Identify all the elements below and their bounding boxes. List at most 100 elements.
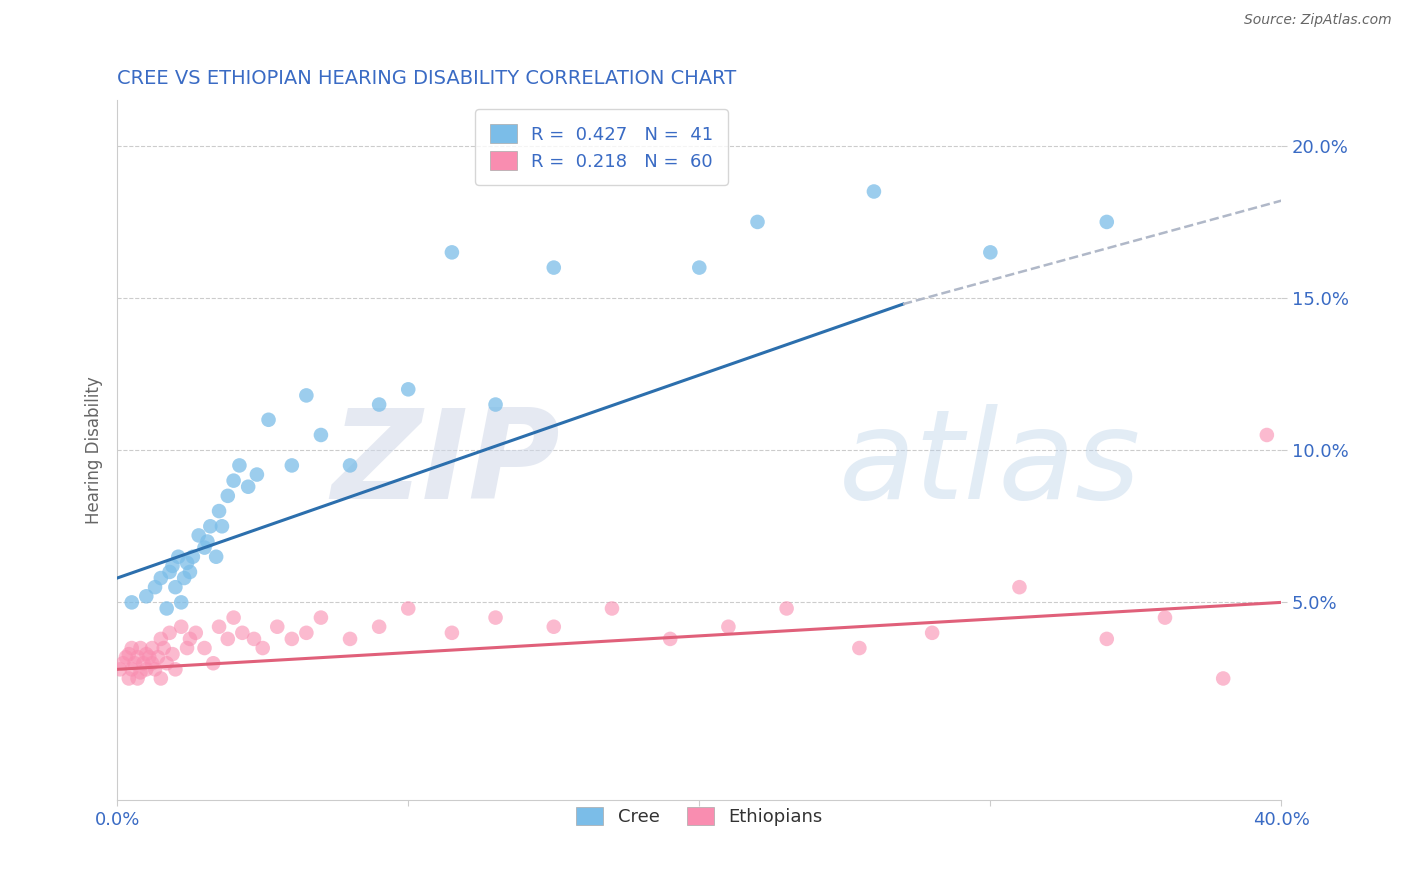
Point xyxy=(266,620,288,634)
Point xyxy=(717,620,740,634)
Point xyxy=(368,398,391,412)
Point xyxy=(176,640,198,655)
Point xyxy=(775,601,797,615)
Point xyxy=(181,549,204,564)
Point xyxy=(143,662,166,676)
Point xyxy=(156,657,179,671)
Point xyxy=(129,640,152,655)
Point xyxy=(141,640,163,655)
Point xyxy=(165,662,187,676)
Point xyxy=(135,662,157,676)
Point xyxy=(170,620,193,634)
Point xyxy=(135,589,157,603)
Point xyxy=(121,662,143,676)
Legend: Cree, Ethiopians: Cree, Ethiopians xyxy=(569,799,830,833)
Point xyxy=(118,647,141,661)
Point xyxy=(281,632,304,646)
Point xyxy=(149,672,172,686)
Point xyxy=(659,632,682,646)
Point xyxy=(600,601,623,615)
Point xyxy=(121,595,143,609)
Point xyxy=(170,595,193,609)
Point xyxy=(115,650,138,665)
Point xyxy=(295,625,318,640)
Point xyxy=(127,650,149,665)
Point xyxy=(217,489,239,503)
Point xyxy=(921,625,943,640)
Point xyxy=(1256,428,1278,442)
Point xyxy=(246,467,269,482)
Point xyxy=(149,632,172,646)
Point xyxy=(187,528,209,542)
Point xyxy=(396,382,419,396)
Point xyxy=(1008,580,1031,594)
Point xyxy=(124,657,146,671)
Point xyxy=(162,647,184,661)
Point xyxy=(747,215,769,229)
Point xyxy=(118,672,141,686)
Point xyxy=(484,610,506,624)
Point xyxy=(1154,610,1177,624)
Point xyxy=(146,650,169,665)
Point xyxy=(129,665,152,680)
Point xyxy=(179,565,201,579)
Point xyxy=(848,640,870,655)
Point xyxy=(222,610,245,624)
Point xyxy=(252,640,274,655)
Point xyxy=(132,657,155,671)
Point xyxy=(159,625,181,640)
Point xyxy=(127,672,149,686)
Text: atlas: atlas xyxy=(839,404,1142,524)
Point xyxy=(688,260,710,275)
Point xyxy=(339,632,361,646)
Point xyxy=(184,625,207,640)
Point xyxy=(143,580,166,594)
Point xyxy=(217,632,239,646)
Point xyxy=(200,519,222,533)
Point xyxy=(339,458,361,473)
Point xyxy=(238,480,260,494)
Point xyxy=(368,620,391,634)
Point xyxy=(138,650,160,665)
Point xyxy=(309,610,332,624)
Y-axis label: Hearing Disability: Hearing Disability xyxy=(86,376,103,524)
Point xyxy=(179,632,201,646)
Point xyxy=(1095,632,1118,646)
Point xyxy=(176,556,198,570)
Point xyxy=(243,632,266,646)
Text: Source: ZipAtlas.com: Source: ZipAtlas.com xyxy=(1244,13,1392,28)
Text: CREE VS ETHIOPIAN HEARING DISABILITY CORRELATION CHART: CREE VS ETHIOPIAN HEARING DISABILITY COR… xyxy=(117,69,737,87)
Point xyxy=(208,620,231,634)
Point xyxy=(141,657,163,671)
Point xyxy=(979,245,1001,260)
Point xyxy=(149,571,172,585)
Point xyxy=(208,504,231,518)
Point xyxy=(295,388,318,402)
Point xyxy=(257,413,280,427)
Point xyxy=(543,260,565,275)
Point xyxy=(1212,672,1234,686)
Point xyxy=(167,549,190,564)
Point xyxy=(211,519,233,533)
Point xyxy=(484,398,506,412)
Point xyxy=(543,620,565,634)
Point xyxy=(281,458,304,473)
Point xyxy=(165,580,187,594)
Point xyxy=(309,428,332,442)
Text: ZIP: ZIP xyxy=(330,404,560,524)
Point xyxy=(1095,215,1118,229)
Point xyxy=(156,601,179,615)
Point xyxy=(231,625,253,640)
Point xyxy=(222,474,245,488)
Point xyxy=(396,601,419,615)
Point xyxy=(111,657,134,671)
Point xyxy=(108,662,131,676)
Point xyxy=(159,565,181,579)
Point xyxy=(863,185,886,199)
Point xyxy=(152,640,174,655)
Point xyxy=(121,640,143,655)
Point xyxy=(228,458,250,473)
Point xyxy=(193,541,215,555)
Point xyxy=(162,558,184,573)
Point xyxy=(173,571,195,585)
